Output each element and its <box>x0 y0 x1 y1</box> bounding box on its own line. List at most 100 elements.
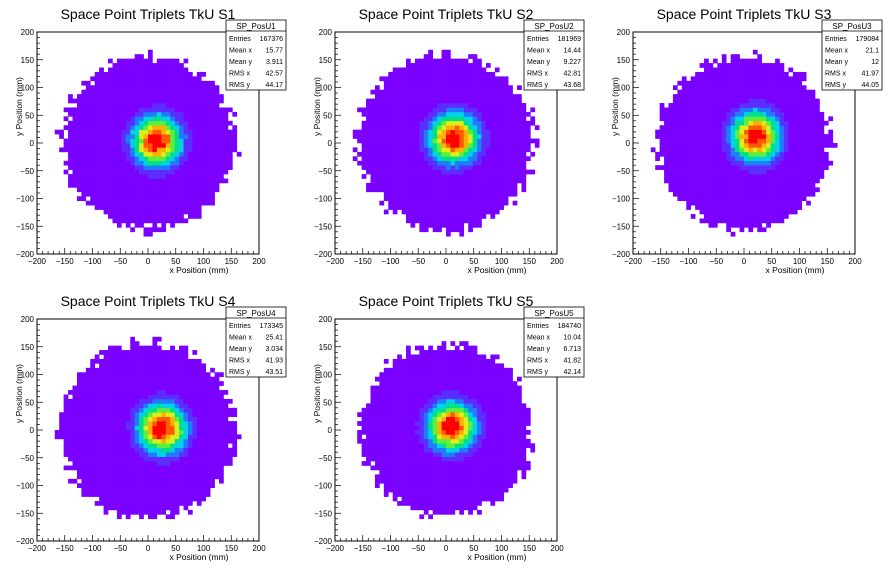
heatmap-cell <box>187 465 193 471</box>
heatmap-cell <box>699 80 705 86</box>
heatmap-cell <box>481 187 487 193</box>
heatmap-cell <box>792 125 798 130</box>
heatmap-cell <box>108 182 113 188</box>
heatmap-cell <box>183 94 189 99</box>
heatmap-cell <box>499 191 505 197</box>
heatmap-cell <box>441 94 447 99</box>
heatmap-cell <box>432 80 438 86</box>
heatmap-cell <box>161 111 167 117</box>
heatmap-cell <box>156 205 162 210</box>
heatmap-cell <box>174 492 180 497</box>
heatmap-cell <box>748 67 754 73</box>
heatmap-cell <box>463 165 469 170</box>
heatmap-cell <box>454 85 460 91</box>
heatmap-cell <box>815 160 820 166</box>
heatmap-cell <box>121 218 127 224</box>
heatmap-cell <box>170 509 175 515</box>
heatmap-cell <box>410 134 416 139</box>
heatmap-cell <box>116 76 122 82</box>
heatmap-cell <box>63 412 69 417</box>
heatmap-cell <box>726 156 731 162</box>
heatmap-cell <box>76 483 82 489</box>
heatmap-cell <box>414 80 420 86</box>
heatmap-cell <box>139 483 144 489</box>
heatmap-cell <box>392 107 398 113</box>
heatmap-cell <box>428 71 433 77</box>
heatmap-cell <box>161 80 167 86</box>
heatmap-cell <box>770 129 776 135</box>
heatmap-cell <box>187 182 193 188</box>
heatmap-cell <box>99 372 104 378</box>
heatmap-cell <box>165 461 171 466</box>
heatmap-cell <box>477 116 482 122</box>
heatmap-cell <box>828 134 834 139</box>
heatmap-cell <box>463 138 469 144</box>
heatmap-cell <box>143 469 149 475</box>
heatmap-cell <box>134 169 140 175</box>
heatmap-cell <box>90 452 96 457</box>
heatmap-cell <box>116 214 122 219</box>
heatmap-cell <box>219 151 224 157</box>
heatmap-cell <box>423 63 429 68</box>
heatmap-cell <box>659 103 665 108</box>
heatmap-cell <box>454 160 460 166</box>
heatmap-cell <box>757 156 763 162</box>
heatmap-cell <box>116 469 122 475</box>
heatmap-cell <box>472 187 478 193</box>
heatmap-cell <box>392 129 398 135</box>
heatmap-cell <box>735 165 740 170</box>
heatmap-cell <box>770 205 776 210</box>
heatmap-cell <box>374 98 380 104</box>
heatmap-cell <box>783 165 789 170</box>
heatmap-cell <box>143 385 149 391</box>
heatmap-cell <box>783 169 789 175</box>
heatmap-cell <box>103 394 109 400</box>
heatmap-cell <box>165 394 171 400</box>
heatmap-cell <box>143 452 149 457</box>
heatmap-cell <box>668 120 674 126</box>
heatmap-cell <box>752 182 758 188</box>
heatmap-cell <box>374 178 380 184</box>
heatmap-cell <box>130 372 135 378</box>
heatmap-cell <box>68 430 73 435</box>
heatmap-cell <box>721 129 727 135</box>
heatmap-cell <box>112 358 118 364</box>
heatmap-cell <box>223 134 229 139</box>
heatmap-cell <box>704 134 709 139</box>
heatmap-cell <box>450 209 456 215</box>
heatmap-cell <box>183 358 189 364</box>
heatmap-cell <box>156 98 162 104</box>
heatmap-cell <box>686 143 692 148</box>
heatmap-cell <box>112 407 118 413</box>
heatmap-cell <box>183 147 189 153</box>
heatmap-cell <box>485 187 491 193</box>
stats-row-label: Mean x <box>825 48 848 55</box>
heatmap-cell <box>419 63 425 68</box>
heatmap-cell <box>801 151 807 157</box>
heatmap-cell <box>441 182 447 188</box>
heatmap-cell <box>170 205 175 210</box>
heatmap-cell <box>379 134 385 139</box>
heatmap-cell <box>748 85 754 91</box>
heatmap-cell <box>744 58 749 64</box>
heatmap-cell <box>744 151 749 157</box>
heatmap-cell <box>761 94 767 99</box>
heatmap-cell <box>481 143 487 148</box>
heatmap-cell <box>210 107 215 113</box>
heatmap-cell <box>392 134 398 139</box>
stats-row-label: Mean x <box>229 48 252 55</box>
heatmap-cell <box>392 111 398 117</box>
heatmap-cell <box>156 350 162 355</box>
heatmap-cell <box>450 174 456 179</box>
heatmap-cell <box>170 111 175 117</box>
heatmap-cell <box>508 147 513 153</box>
axis-ticks <box>334 31 558 255</box>
heatmap-cell <box>704 85 709 91</box>
heatmap-cell <box>366 160 371 166</box>
heatmap-cell <box>112 394 118 400</box>
heatmap-cell <box>99 178 104 184</box>
heatmap-cell <box>72 430 78 435</box>
heatmap-cell <box>361 147 367 153</box>
heatmap-cell <box>85 120 91 126</box>
heatmap-cell <box>735 107 740 113</box>
